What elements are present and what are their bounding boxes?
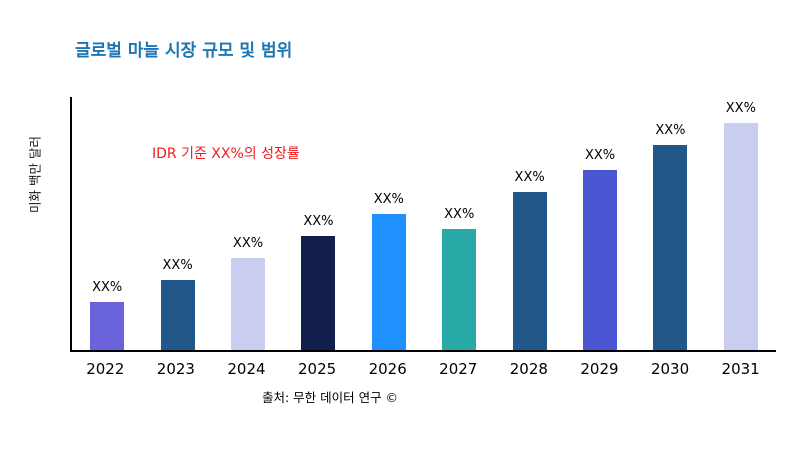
x-tick-2022: 2022 (86, 360, 125, 378)
bar-2022 (90, 301, 125, 350)
bar-value-label: XX% (444, 207, 475, 222)
bar-value-label: XX% (584, 147, 616, 163)
bar-2028 (512, 191, 547, 350)
x-tick-2030: 2030 (650, 360, 690, 378)
x-tick-2028: 2028 (509, 360, 548, 378)
bar-2026 (371, 213, 406, 350)
bar-slot: XX% (283, 97, 353, 350)
bar-2023 (160, 279, 195, 350)
bar-slot: XX% (72, 97, 142, 350)
x-tick-2031: 2031 (721, 360, 760, 378)
bar-value-label: XX% (162, 257, 193, 273)
bar-slot: XX% (213, 97, 283, 350)
bar-value-label: XX% (92, 279, 123, 295)
x-tick-2027: 2027 (439, 360, 478, 378)
bar-2024 (231, 257, 266, 350)
y-axis-label: 미화 백만 달러 (27, 136, 43, 213)
bar-value-label: XX% (514, 169, 545, 185)
bar-2025 (301, 235, 336, 350)
source-caption: 출처: 무한 데이터 연구 © (261, 390, 399, 405)
chart-title: 글로벌 마늘 시장 규모 및 범위 (75, 41, 293, 61)
x-tick-2026: 2026 (368, 360, 407, 378)
growth-annotation: IDR 기준 XX%의 성장률 (152, 146, 300, 162)
bar-value-label: XX% (303, 213, 334, 229)
bar-value-label: XX% (725, 101, 756, 117)
bars-row: XX% XX% XX% XX% XX% XX% XX% XX% XX% XX% (72, 97, 776, 350)
bar-slot: XX% (142, 97, 212, 350)
x-axis-tick-row: 2022 2023 2024 2025 2026 2027 2028 2029 2030 2031 (70, 360, 776, 378)
bar-2030 (653, 145, 688, 350)
bar-slot: XX% (354, 97, 424, 350)
bar-slot: XX% (706, 97, 776, 350)
x-tick-2025: 2025 (297, 360, 337, 378)
bar-slot: XX% (635, 97, 705, 350)
bar-2031 (723, 123, 758, 350)
bar-2027 (442, 229, 477, 350)
bar-2029 (583, 169, 618, 350)
bar-slot: XX% (494, 97, 564, 350)
bar-value-label: XX% (655, 123, 686, 139)
bar-value-label: XX% (373, 191, 404, 207)
plot-area: IDR 기준 XX%의 성장률 XX% XX% XX% XX% XX% XX% XX% XX%… (70, 97, 776, 352)
x-tick-2024: 2024 (227, 360, 266, 378)
bar-value-label: XX% (232, 235, 264, 251)
x-tick-2023: 2023 (156, 360, 195, 378)
bar-slot: XX% (565, 97, 635, 350)
bar-slot: XX% (424, 97, 494, 350)
x-tick-2029: 2029 (580, 360, 619, 378)
